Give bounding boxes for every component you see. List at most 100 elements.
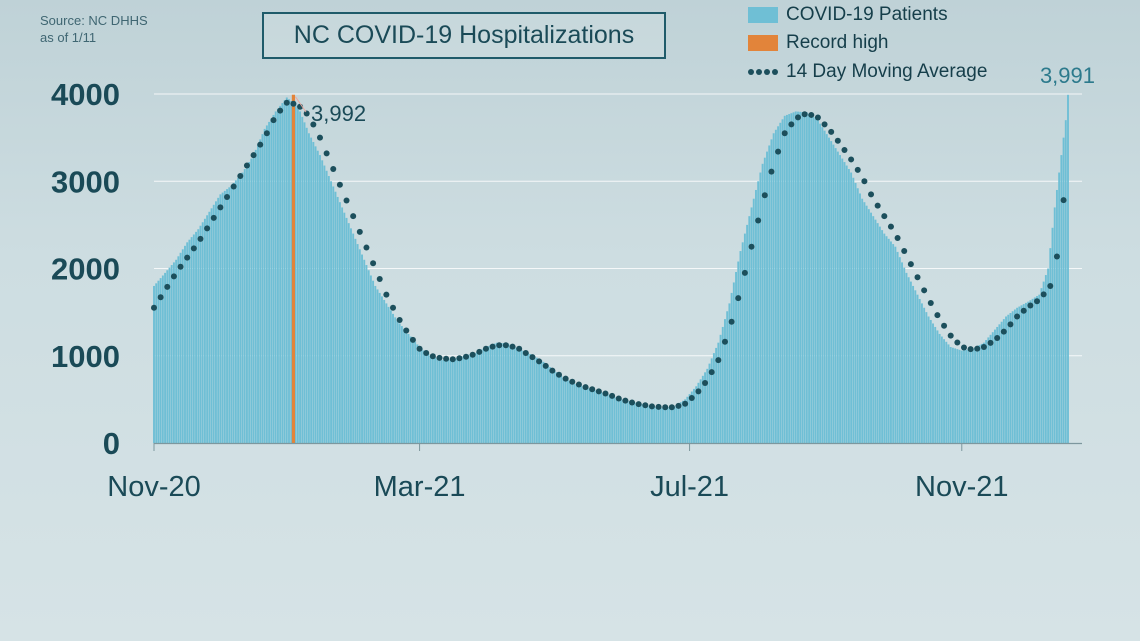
bar — [934, 326, 937, 443]
legend-item-patients: COVID-19 Patients — [748, 3, 948, 27]
bar — [197, 229, 200, 443]
average-point — [582, 384, 589, 391]
bar — [591, 389, 594, 443]
bar — [894, 246, 897, 443]
bar — [480, 349, 483, 443]
average-point — [423, 349, 430, 356]
average-point — [934, 312, 941, 319]
bar — [454, 358, 456, 443]
average-point — [1027, 302, 1034, 309]
average-point — [270, 117, 277, 124]
bar — [544, 363, 547, 443]
average-point — [629, 399, 636, 406]
bar — [940, 336, 943, 443]
bar — [668, 407, 671, 443]
bar — [540, 360, 543, 443]
bar — [739, 251, 742, 443]
bar — [878, 226, 881, 443]
bar — [265, 125, 268, 443]
average-point — [1007, 321, 1014, 328]
bar — [1016, 307, 1019, 443]
legend-swatch-bars — [748, 7, 778, 23]
bar — [777, 126, 780, 443]
bar — [996, 326, 999, 443]
bar — [447, 359, 450, 443]
bar — [338, 202, 341, 443]
average-point — [907, 261, 914, 268]
average-point — [648, 403, 655, 410]
bar — [872, 216, 875, 443]
bar — [1044, 275, 1047, 443]
average-point — [642, 402, 649, 409]
bar — [825, 134, 828, 443]
bar — [624, 400, 627, 443]
average-point — [164, 283, 171, 290]
bar — [527, 352, 529, 443]
average-point — [781, 130, 788, 137]
bar — [644, 404, 647, 443]
bar — [181, 249, 184, 443]
bar — [655, 407, 658, 443]
average-point — [702, 379, 709, 386]
bar — [832, 144, 835, 444]
bar — [367, 270, 370, 443]
bar — [662, 408, 664, 443]
bar — [427, 354, 430, 443]
average-point — [748, 243, 755, 250]
bar — [863, 202, 866, 443]
bar — [491, 344, 494, 443]
bar — [429, 355, 432, 443]
bar — [816, 120, 819, 444]
bar — [693, 388, 695, 443]
bar — [276, 108, 279, 444]
average-point — [894, 234, 901, 241]
bar — [1047, 268, 1050, 443]
bar — [533, 356, 536, 443]
bar — [675, 404, 678, 443]
bar — [681, 400, 684, 443]
bar — [504, 343, 507, 443]
average-point — [569, 378, 576, 385]
bar — [283, 100, 286, 444]
average-point — [1040, 291, 1047, 298]
average-point — [310, 121, 317, 128]
bar — [759, 172, 762, 443]
average-point — [463, 353, 470, 360]
as-of-date: as of 1/11 — [40, 30, 97, 45]
average-point — [761, 192, 768, 199]
average-point — [542, 362, 549, 369]
bar — [823, 130, 826, 443]
average-point — [303, 110, 310, 117]
record-high-bar — [291, 94, 296, 443]
bar — [1058, 172, 1061, 443]
y-tick-label: 4000 — [51, 77, 120, 112]
bar — [538, 358, 541, 443]
bar — [989, 334, 992, 443]
bar — [175, 259, 178, 443]
bar — [1000, 321, 1003, 443]
bar — [901, 262, 903, 443]
bar — [157, 280, 160, 443]
bar — [978, 345, 981, 443]
bar — [850, 172, 853, 443]
bar — [865, 205, 868, 443]
average-point — [363, 244, 370, 251]
bar — [600, 392, 602, 443]
average-point — [622, 397, 629, 404]
bar — [779, 122, 782, 443]
bar — [195, 231, 197, 443]
bar — [1053, 207, 1056, 443]
bar — [648, 405, 651, 443]
bar — [155, 283, 158, 443]
average-point — [808, 111, 815, 118]
bar — [830, 141, 833, 444]
average-point — [662, 404, 669, 411]
bar-series — [153, 94, 1069, 444]
bar — [230, 185, 233, 444]
bar — [1025, 302, 1027, 443]
bar — [192, 234, 195, 443]
average-point — [170, 273, 177, 280]
average-point — [237, 173, 244, 180]
legend-label-average: 14 Day Moving Average — [786, 61, 988, 82]
